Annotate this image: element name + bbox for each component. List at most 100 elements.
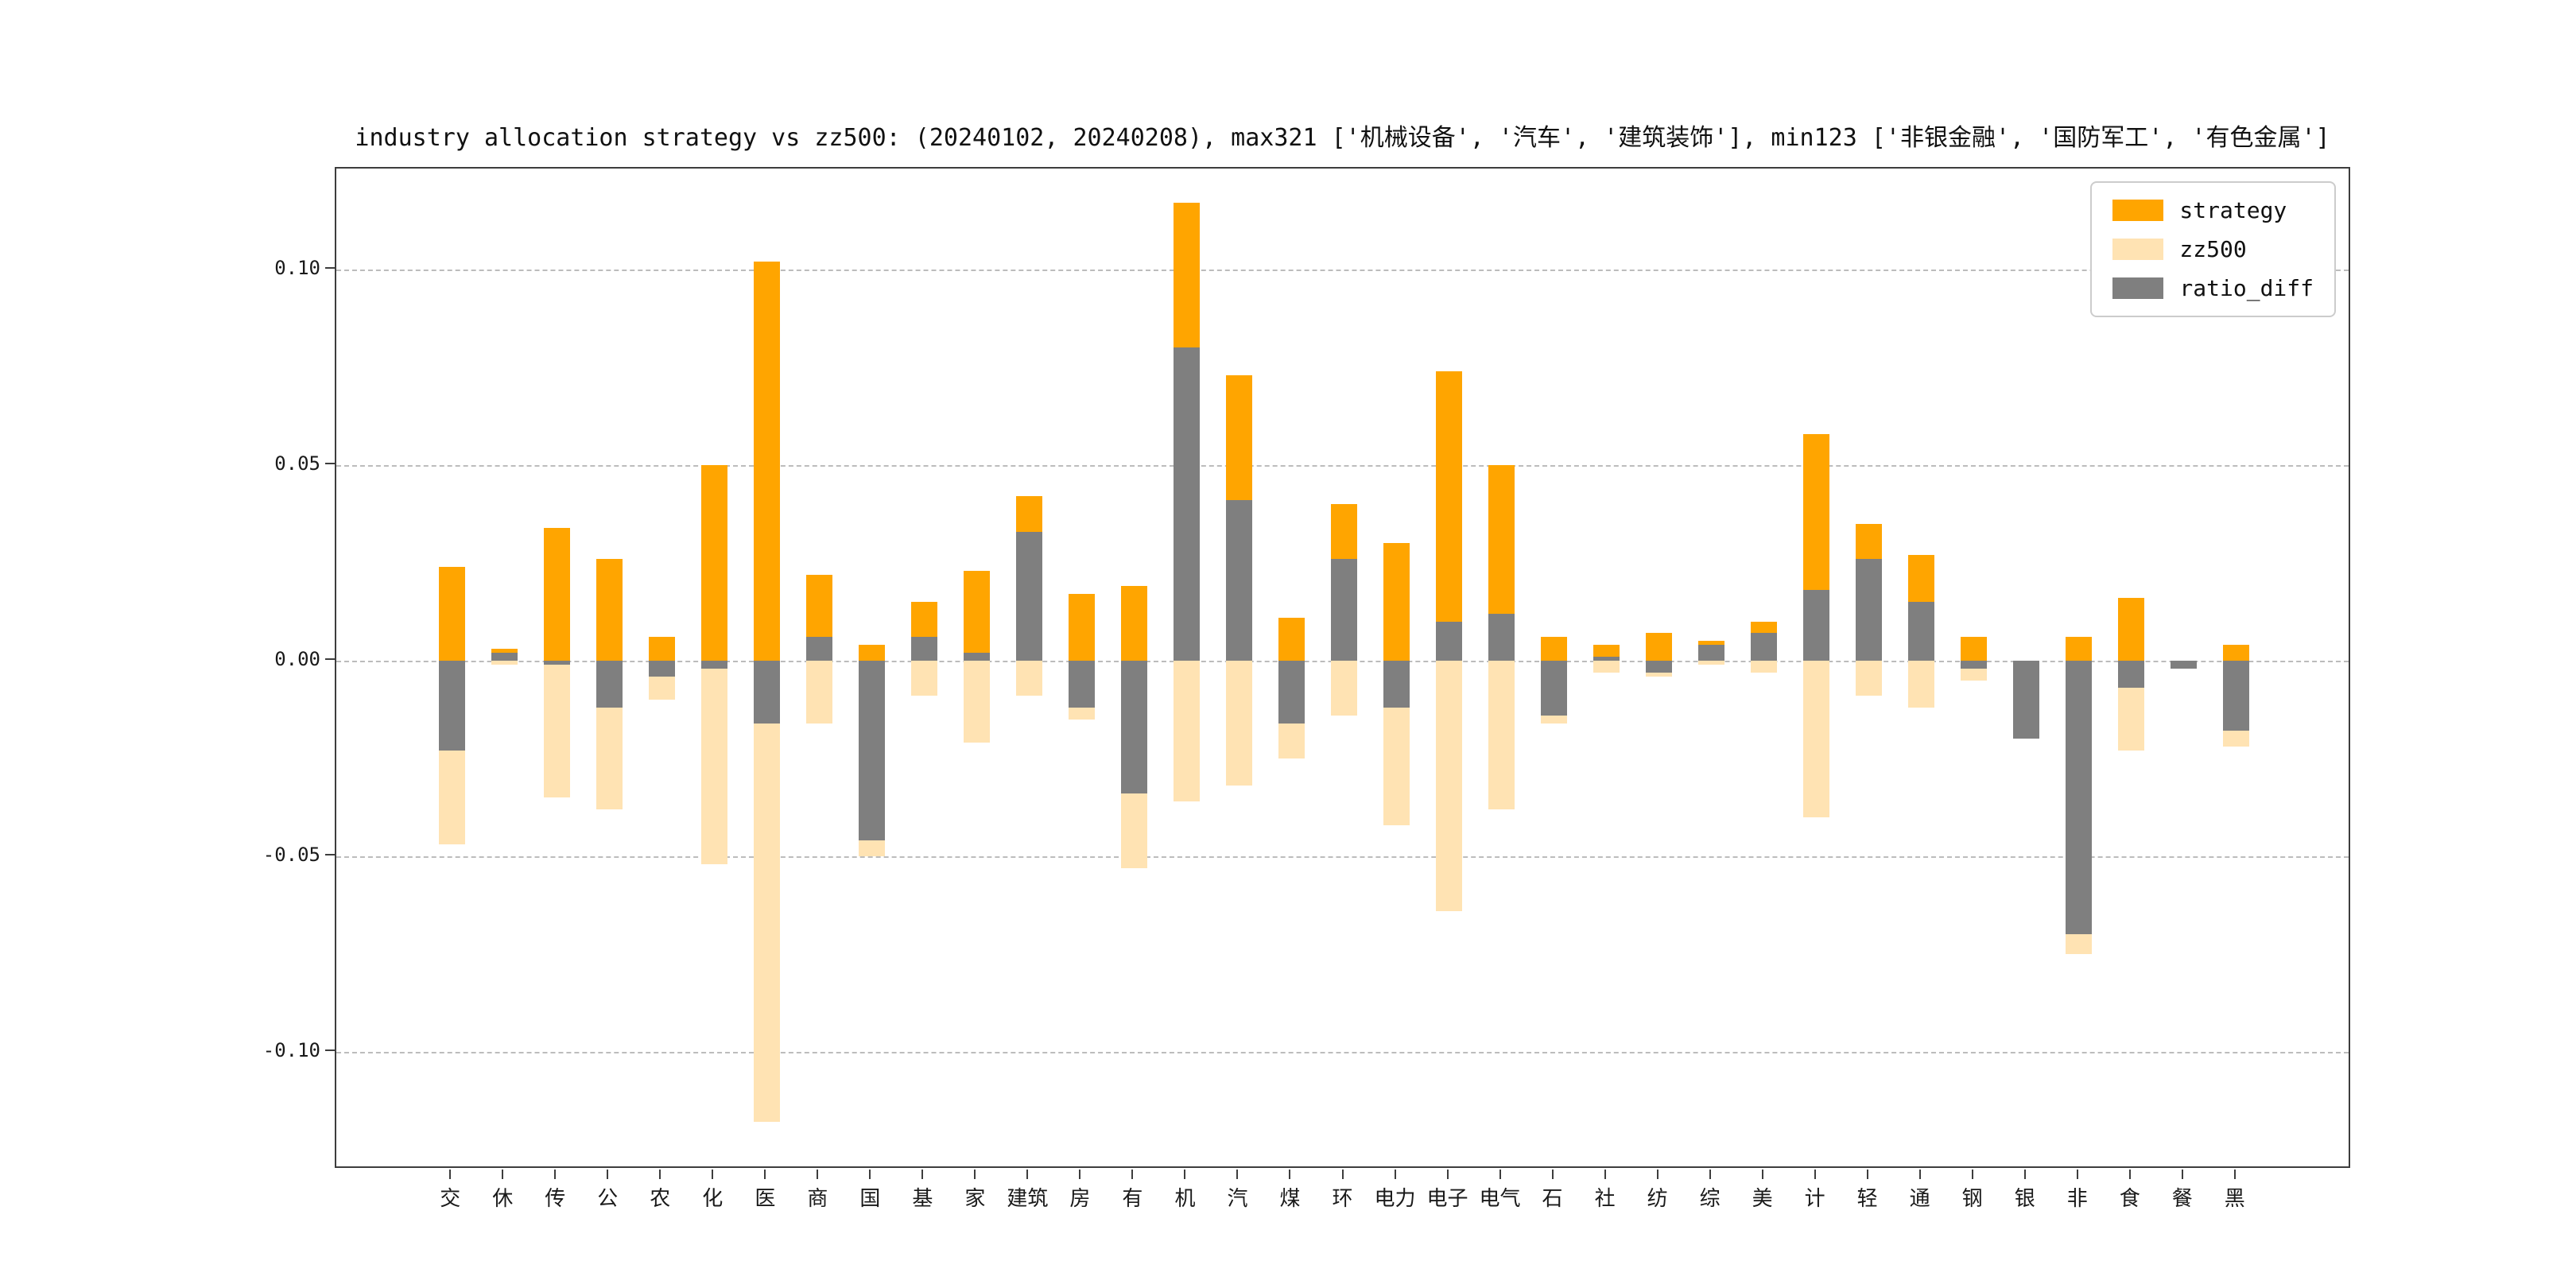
y-tick-mark bbox=[325, 266, 335, 269]
x-tick-mark bbox=[2076, 1170, 2078, 1179]
bar-zz500-商 bbox=[805, 660, 832, 724]
bar-ratio-diff-农 bbox=[648, 660, 675, 677]
bar-strategy-农 bbox=[648, 637, 675, 661]
x-tick-label-非: 非 bbox=[2066, 1187, 2088, 1211]
x-tick-mark bbox=[607, 1170, 609, 1179]
bar-strategy-电子 bbox=[1436, 370, 1463, 661]
y-tick-label: 0.00 bbox=[274, 647, 320, 670]
bar-ratio-diff-基 bbox=[910, 637, 937, 661]
x-tick-label-家: 家 bbox=[964, 1187, 986, 1211]
x-tick-label-电子: 电子 bbox=[1426, 1187, 1468, 1211]
bar-zz500-电气 bbox=[1488, 660, 1515, 809]
x-tick-mark bbox=[449, 1170, 452, 1179]
x-tick-label-公: 公 bbox=[597, 1187, 619, 1211]
bar-ratio-diff-美 bbox=[1751, 633, 1778, 661]
bar-zz500-基 bbox=[910, 660, 937, 696]
bar-ratio-diff-通 bbox=[1908, 602, 1935, 661]
bar-zz500-综 bbox=[1698, 660, 1725, 665]
y-tick-mark bbox=[325, 853, 335, 855]
legend-swatch-strategy bbox=[2112, 200, 2164, 221]
x-tick-mark bbox=[1446, 1170, 1449, 1179]
bar-ratio-diff-餐 bbox=[2171, 660, 2198, 669]
bar-zz500-医 bbox=[753, 660, 780, 1123]
x-tick-label-农: 农 bbox=[650, 1187, 671, 1211]
bar-ratio-diff-医 bbox=[753, 660, 780, 724]
x-tick-label-机: 机 bbox=[1174, 1187, 1196, 1211]
bar-ratio-diff-环 bbox=[1330, 559, 1357, 661]
legend-label-strategy: strategy bbox=[2179, 197, 2287, 223]
x-tick-label-食: 食 bbox=[2119, 1187, 2140, 1211]
bar-ratio-diff-传 bbox=[543, 660, 570, 665]
legend-item-zz500: zz500 bbox=[2112, 236, 2314, 262]
x-tick-mark bbox=[869, 1170, 871, 1179]
gridline-y-0.10 bbox=[336, 269, 2349, 271]
x-tick-mark bbox=[817, 1170, 819, 1179]
x-tick-label-石: 石 bbox=[1542, 1187, 1563, 1211]
x-tick-mark bbox=[1814, 1170, 1816, 1179]
x-tick-mark bbox=[764, 1170, 766, 1179]
legend-label-zz500: zz500 bbox=[2179, 236, 2247, 262]
bar-ratio-diff-公 bbox=[596, 660, 623, 708]
bar-ratio-diff-化 bbox=[700, 660, 727, 669]
bar-zz500-轻 bbox=[1856, 660, 1883, 696]
bar-zz500-休 bbox=[491, 660, 518, 665]
y-tick-mark bbox=[325, 462, 335, 464]
gridline-y--0.10 bbox=[336, 1051, 2349, 1053]
x-tick-mark bbox=[921, 1170, 924, 1179]
x-tick-mark bbox=[1184, 1170, 1186, 1179]
y-tick-mark bbox=[325, 1049, 335, 1051]
bar-strategy-交 bbox=[438, 566, 465, 661]
bar-zz500-通 bbox=[1908, 660, 1935, 708]
bar-ratio-diff-综 bbox=[1698, 645, 1725, 661]
bar-zz500-社 bbox=[1593, 660, 1620, 673]
plot-area: strategy zz500 ratio_diff bbox=[335, 167, 2350, 1168]
x-tick-label-化: 化 bbox=[702, 1187, 724, 1211]
y-tick-label: 0.10 bbox=[274, 256, 320, 279]
bar-strategy-房 bbox=[1068, 594, 1095, 661]
bar-ratio-diff-房 bbox=[1068, 660, 1095, 708]
legend-label-ratio_diff: ratio_diff bbox=[2179, 275, 2314, 301]
x-tick-label-综: 综 bbox=[1699, 1187, 1721, 1211]
bar-strategy-石 bbox=[1541, 637, 1568, 661]
x-tick-label-美: 美 bbox=[1752, 1187, 1773, 1211]
x-tick-label-煤: 煤 bbox=[1279, 1187, 1301, 1211]
x-tick-label-黑: 黑 bbox=[2224, 1187, 2245, 1211]
x-tick-mark bbox=[1026, 1170, 1029, 1179]
x-tick-mark bbox=[1394, 1170, 1396, 1179]
x-tick-label-纺: 纺 bbox=[1647, 1187, 1668, 1211]
x-tick-label-钢: 钢 bbox=[1961, 1187, 1983, 1211]
bar-ratio-diff-家 bbox=[963, 653, 990, 661]
x-tick-label-汽: 汽 bbox=[1227, 1187, 1248, 1211]
legend-item-ratio_diff: ratio_diff bbox=[2112, 275, 2314, 301]
bar-ratio-diff-黑 bbox=[2223, 660, 2250, 731]
bar-ratio-diff-电子 bbox=[1436, 621, 1463, 661]
bar-ratio-diff-汽 bbox=[1225, 500, 1252, 661]
x-tick-label-交: 交 bbox=[440, 1187, 461, 1211]
x-tick-mark bbox=[1289, 1170, 1291, 1179]
x-tick-label-餐: 餐 bbox=[2171, 1187, 2193, 1211]
bar-strategy-煤 bbox=[1278, 617, 1305, 661]
x-tick-label-通: 通 bbox=[1909, 1187, 1930, 1211]
legend-item-strategy: strategy bbox=[2112, 197, 2314, 223]
bar-strategy-黑 bbox=[2223, 645, 2250, 661]
x-tick-mark bbox=[2181, 1170, 2183, 1179]
x-tick-mark bbox=[554, 1170, 557, 1179]
x-tick-mark bbox=[1236, 1170, 1239, 1179]
x-tick-label-轻: 轻 bbox=[1856, 1187, 1878, 1211]
y-tick-mark bbox=[325, 658, 335, 660]
x-tick-mark bbox=[712, 1170, 714, 1179]
x-tick-mark bbox=[1131, 1170, 1134, 1179]
bar-strategy-国 bbox=[858, 645, 885, 661]
bar-ratio-diff-电气 bbox=[1488, 613, 1515, 661]
bar-strategy-传 bbox=[543, 527, 570, 661]
bar-ratio-diff-非 bbox=[2066, 660, 2093, 935]
bar-strategy-公 bbox=[596, 559, 623, 661]
chart-title: industry allocation strategy vs zz500: (… bbox=[355, 124, 2330, 152]
bar-strategy-纺 bbox=[1646, 633, 1673, 661]
bar-ratio-diff-钢 bbox=[1961, 660, 1988, 669]
x-tick-label-基: 基 bbox=[912, 1187, 933, 1211]
x-tick-label-国: 国 bbox=[859, 1187, 881, 1211]
bar-ratio-diff-计 bbox=[1803, 590, 1830, 661]
bar-ratio-diff-休 bbox=[491, 653, 518, 661]
